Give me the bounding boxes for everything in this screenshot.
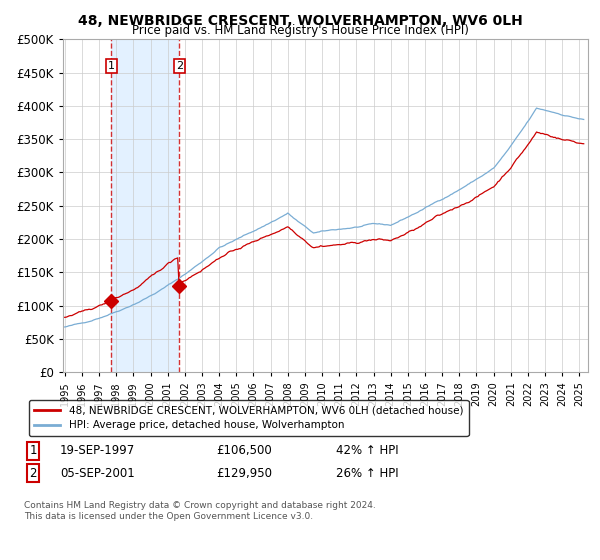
Text: 05-SEP-2001: 05-SEP-2001 xyxy=(60,466,135,480)
Text: 42% ↑ HPI: 42% ↑ HPI xyxy=(336,444,398,458)
Text: Price paid vs. HM Land Registry's House Price Index (HPI): Price paid vs. HM Land Registry's House … xyxy=(131,24,469,37)
Text: 2: 2 xyxy=(176,61,183,71)
Text: 48, NEWBRIDGE CRESCENT, WOLVERHAMPTON, WV6 0LH: 48, NEWBRIDGE CRESCENT, WOLVERHAMPTON, W… xyxy=(77,14,523,28)
Text: £106,500: £106,500 xyxy=(216,444,272,458)
Text: Contains HM Land Registry data © Crown copyright and database right 2024.
This d: Contains HM Land Registry data © Crown c… xyxy=(24,501,376,521)
Text: 19-SEP-1997: 19-SEP-1997 xyxy=(60,444,135,458)
Text: 2: 2 xyxy=(29,466,37,480)
Text: 1: 1 xyxy=(29,444,37,458)
Text: £129,950: £129,950 xyxy=(216,466,272,480)
Text: 1: 1 xyxy=(108,61,115,71)
Legend: 48, NEWBRIDGE CRESCENT, WOLVERHAMPTON, WV6 0LH (detached house), HPI: Average pr: 48, NEWBRIDGE CRESCENT, WOLVERHAMPTON, W… xyxy=(29,400,469,436)
Text: 26% ↑ HPI: 26% ↑ HPI xyxy=(336,466,398,480)
Bar xyxy=(112,39,179,372)
